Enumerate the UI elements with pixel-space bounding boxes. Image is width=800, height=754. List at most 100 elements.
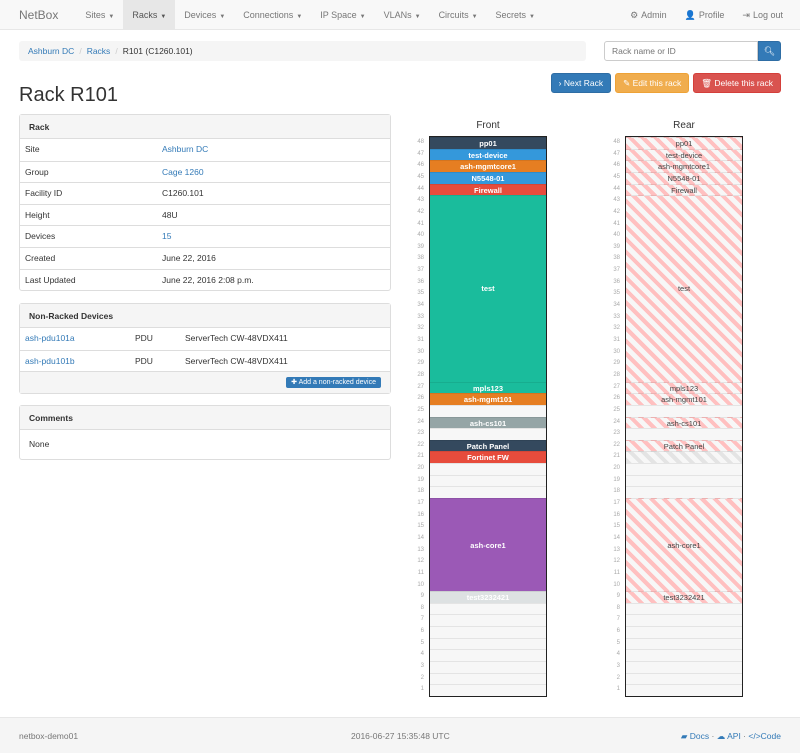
nav-vlans[interactable]: VLANs ▼ <box>375 0 430 30</box>
unit-number: 33 <box>613 313 620 320</box>
unit-number: 28 <box>613 371 620 378</box>
rack-device[interactable]: pp01 <box>430 137 546 149</box>
rack-device[interactable]: ash-mgmtcore1 <box>430 160 546 172</box>
nav-profile[interactable]: 👤 Profile <box>676 0 734 30</box>
rack-device-rear[interactable]: Firewall <box>626 183 742 196</box>
unit-number: 45 <box>417 173 424 180</box>
nav-sites[interactable]: Sites ▼ <box>76 0 123 30</box>
attr-value[interactable]: Ashburn DC <box>162 144 209 154</box>
rack-device-rear[interactable]: pp01 <box>626 137 742 149</box>
unit-number: 39 <box>613 243 620 250</box>
caret-down-icon: ▼ <box>160 13 167 20</box>
rack-device[interactable]: test3232421 <box>430 591 546 603</box>
search-input[interactable] <box>604 41 758 61</box>
device-role: PDU <box>135 355 153 366</box>
caret-down-icon: ▼ <box>108 13 115 20</box>
nav-circuits[interactable]: Circuits ▼ <box>430 0 487 30</box>
unit-number: 30 <box>613 348 620 355</box>
unit-number: 7 <box>616 616 620 623</box>
next-rack-button[interactable]: › Next Rack <box>550 73 612 93</box>
attr-value[interactable]: Cage 1260 <box>162 166 204 177</box>
unit-number: 2 <box>616 674 620 681</box>
unit-number: 27 <box>417 383 424 390</box>
attr-label: Last Updated <box>25 274 76 285</box>
rack-device-rear[interactable] <box>626 451 742 464</box>
add-non-racked-button[interactable]: ✚ Add a non-racked device <box>286 377 381 389</box>
nav-label: Connections <box>243 9 294 20</box>
rack-attr-row: Height 48U <box>20 203 390 226</box>
unit-number: 27 <box>613 383 620 390</box>
unit-number: 40 <box>417 232 424 239</box>
nav-label: Admin <box>641 10 667 20</box>
device-type: ServerTech CW-48VDX411 <box>185 333 288 343</box>
unit-number: 26 <box>417 395 424 402</box>
unit-number: 2 <box>420 674 424 681</box>
nav-ip-space[interactable]: IP Space ▼ <box>311 0 374 30</box>
rack-device-rear[interactable]: ash-mgmtcore1 <box>626 160 742 172</box>
rack-unit <box>430 474 546 487</box>
rack-device[interactable]: N5548-01 <box>430 171 546 184</box>
search-button[interactable]: 🔍︎ <box>758 41 781 61</box>
unit-number: 18 <box>613 488 620 495</box>
docs-link[interactable]: ▰ Docs <box>681 731 709 741</box>
rack-device[interactable]: ash-core1 <box>430 498 546 592</box>
rack-device[interactable]: test <box>430 195 546 382</box>
device-name: Firewall <box>671 185 697 195</box>
rack-device[interactable]: Patch Panel <box>430 439 546 452</box>
nav-log-out[interactable]: ⇥ Log out <box>733 0 792 30</box>
breadcrumb-current: R101 (C1260.101) <box>122 46 193 56</box>
rack-device-rear[interactable]: test3232421 <box>626 591 742 603</box>
api-link[interactable]: ☁ API <box>717 731 741 741</box>
device-name: test <box>481 284 495 294</box>
rack-attr-row: Devices 15 <box>20 225 390 247</box>
brand-logo[interactable]: NetBox <box>19 7 59 22</box>
unit-number: 22 <box>613 441 620 448</box>
attr-value[interactable]: 15 <box>162 231 172 242</box>
unit-number: 20 <box>613 465 620 472</box>
rack-unit <box>430 486 546 498</box>
nav-connections[interactable]: Connections ▼ <box>234 0 311 30</box>
rack-device-rear[interactable]: test-device <box>626 148 742 161</box>
nav-racks[interactable]: Racks ▼ <box>123 0 176 30</box>
rack-unit <box>430 626 546 638</box>
unit-number: 32 <box>417 325 424 332</box>
rack-device-rear[interactable]: test <box>626 195 742 382</box>
device-link[interactable]: ash-pdu101a <box>25 333 75 343</box>
edit-rack-button[interactable]: ✎ Edit this rack <box>615 73 690 93</box>
next-rack-label: Next Rack <box>563 78 604 88</box>
rack-device[interactable]: test-device <box>430 148 546 161</box>
rack-device[interactable]: Firewall <box>430 183 546 196</box>
unit-number: 29 <box>613 360 620 367</box>
rack-device[interactable]: ash-cs101 <box>430 416 546 429</box>
rack-unit <box>430 404 546 417</box>
rack-device-rear[interactable]: ash-mgmt101 <box>626 393 742 405</box>
device-link[interactable]: ash-pdu101b <box>25 355 75 366</box>
rack-device-rear[interactable]: ash-core1 <box>626 498 742 592</box>
code-link[interactable]: </>Code <box>748 731 781 741</box>
rack-device-rear[interactable]: ash-cs101 <box>626 416 742 429</box>
rack-panel-heading: Rack <box>20 115 390 139</box>
unit-number: 24 <box>417 418 424 425</box>
breadcrumb-site[interactable]: Ashburn DC <box>28 46 75 56</box>
unit-number: 31 <box>613 336 620 343</box>
unit-number: 4 <box>616 651 620 658</box>
unit-number: 28 <box>417 371 424 378</box>
unit-number: 11 <box>613 569 620 576</box>
nav-admin[interactable]: ⚙ Admin <box>621 0 676 30</box>
unit-number: 17 <box>417 500 424 507</box>
nav-label: Circuits <box>438 9 469 20</box>
rack-device-rear[interactable]: Patch Panel <box>626 439 742 452</box>
rack-unit <box>626 661 742 673</box>
comments-panel: Comments None <box>19 405 391 460</box>
nav-secrets[interactable]: Secrets ▼ <box>487 0 544 30</box>
nav-devices[interactable]: Devices ▼ <box>175 0 234 30</box>
gear-icon: ⚙ <box>630 10 639 20</box>
breadcrumb-racks[interactable]: Racks <box>86 46 111 56</box>
rack-device-rear[interactable]: mpls123 <box>626 381 742 394</box>
rack-device[interactable]: Fortinet FW <box>430 451 546 464</box>
rack-device[interactable]: ash-mgmt101 <box>430 393 546 405</box>
rack-device-rear[interactable]: N5548-01 <box>626 171 742 184</box>
unit-number: 3 <box>616 663 620 670</box>
delete-rack-button[interactable]: 🗑︎ Delete this rack <box>693 73 781 93</box>
rack-device[interactable]: mpls123 <box>430 381 546 394</box>
